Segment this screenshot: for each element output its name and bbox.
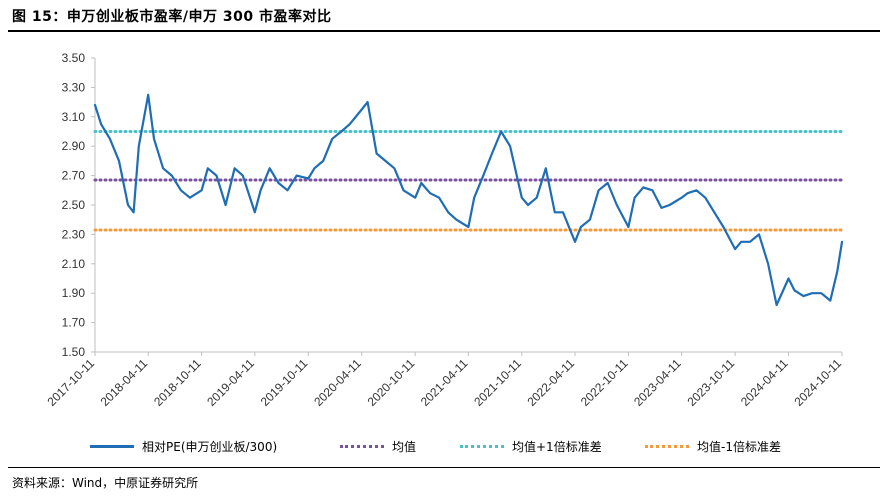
x-tick-label: 2022-10-11 xyxy=(578,356,631,409)
x-tick-label: 2019-10-11 xyxy=(258,356,311,409)
chart-plot: 1.50 1.70 1.90 2.10 2.30 2.50 2.70 2.90 3.10 3.30… xyxy=(44,51,844,409)
x-tick-label: 2021-04-11 xyxy=(418,356,471,409)
x-tick-label: 2022-04-11 xyxy=(524,356,577,409)
y-tick-label: 1.70 xyxy=(62,316,86,330)
legend-swatch-mean-plus-1sd xyxy=(460,445,504,448)
x-tick-label: 2018-04-11 xyxy=(98,356,151,409)
y-tick-label: 1.90 xyxy=(62,286,86,300)
page-title: 图 15：申万创业板市盈率/申万 300 市盈率对比 xyxy=(12,9,332,25)
y-tick-label: 2.10 xyxy=(62,257,86,271)
x-tick-label: 2017-10-11 xyxy=(44,356,97,409)
source-note: 资料来源：Wind，中原证券研究所 xyxy=(12,476,199,490)
legend-item-mean-minus-1sd: 均值-1倍标准差 xyxy=(645,438,781,455)
footer-divider xyxy=(8,467,880,468)
y-tick-label: 3.50 xyxy=(62,51,86,65)
legend-swatch-relative-pe xyxy=(90,445,134,448)
y-tick-label: 1.50 xyxy=(62,345,86,359)
y-tick-label: 3.30 xyxy=(62,80,86,94)
x-tick-label: 2023-04-11 xyxy=(631,356,684,409)
y-tick-label: 2.90 xyxy=(62,139,86,153)
y-tick-label: 2.30 xyxy=(62,227,86,241)
x-tick-label: 2020-04-11 xyxy=(311,356,364,409)
relative-pe-series-line xyxy=(93,93,844,307)
x-tick-label: 2024-10-11 xyxy=(791,356,844,409)
legend-item-mean: 均值 xyxy=(340,438,416,455)
legend-label-mean-plus-1sd: 均值+1倍标准差 xyxy=(512,440,602,454)
x-tick-label: 2024-04-11 xyxy=(738,356,791,409)
y-tick-label: 3.10 xyxy=(62,110,86,124)
title-divider xyxy=(8,30,880,32)
x-tick-label: 2018-10-11 xyxy=(151,356,204,409)
chart-legend: 相对PE(申万创业板/300) 均值 均值+1倍标准差 均值-1倍标准差 xyxy=(90,438,830,456)
y-tick-label: 2.50 xyxy=(62,198,86,212)
legend-label-mean: 均值 xyxy=(392,440,417,454)
legend-label-relative-pe: 相对PE(申万创业板/300) xyxy=(142,440,278,454)
legend-swatch-mean-minus-1sd xyxy=(645,445,689,448)
legend-swatch-mean xyxy=(340,445,384,448)
x-tick-label: 2019-04-11 xyxy=(204,356,257,409)
legend-label-mean-minus-1sd: 均值-1倍标准差 xyxy=(697,440,781,454)
x-tick-label: 2020-10-11 xyxy=(365,356,418,409)
x-tick-label: 2021-10-11 xyxy=(471,356,524,409)
y-tick-label: 2.70 xyxy=(62,169,86,183)
x-tick-label: 2023-10-11 xyxy=(685,356,738,409)
legend-item-relative-pe: 相对PE(申万创业板/300) xyxy=(90,438,277,455)
legend-item-mean-plus-1sd: 均值+1倍标准差 xyxy=(460,438,602,455)
